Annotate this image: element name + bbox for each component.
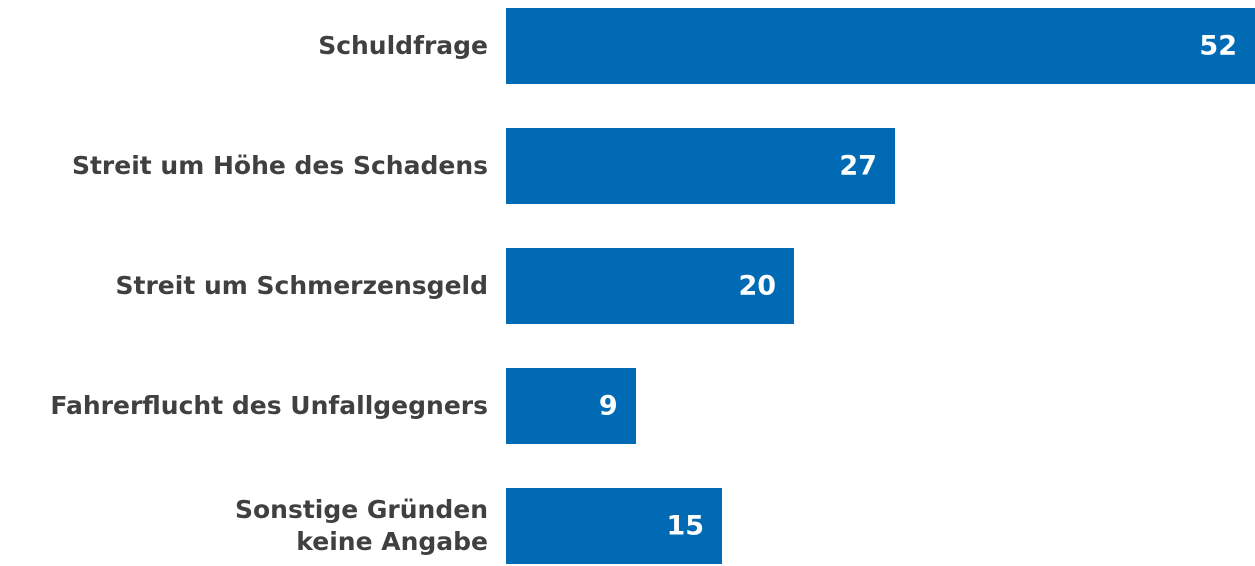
category-label: Schuldfrage: [318, 31, 488, 60]
value-label: 9: [598, 390, 618, 422]
bar: [506, 248, 795, 324]
value-label: 27: [839, 150, 877, 182]
value-label: 20: [738, 270, 777, 302]
category-label: Streit um Schmerzensgeld: [115, 271, 488, 300]
category-label: Sonstige Gründen keine Angabe: [234, 495, 488, 556]
value-label: 52: [1199, 30, 1237, 62]
bar: [506, 488, 723, 564]
bar: [506, 128, 895, 204]
value-label: 15: [666, 510, 705, 542]
bar: [506, 8, 1255, 84]
category-label: Fahrerflucht des Unfallgegners: [50, 391, 488, 420]
category-label: Streit um Höhe des Schadens: [71, 151, 488, 180]
bar: [506, 368, 636, 444]
